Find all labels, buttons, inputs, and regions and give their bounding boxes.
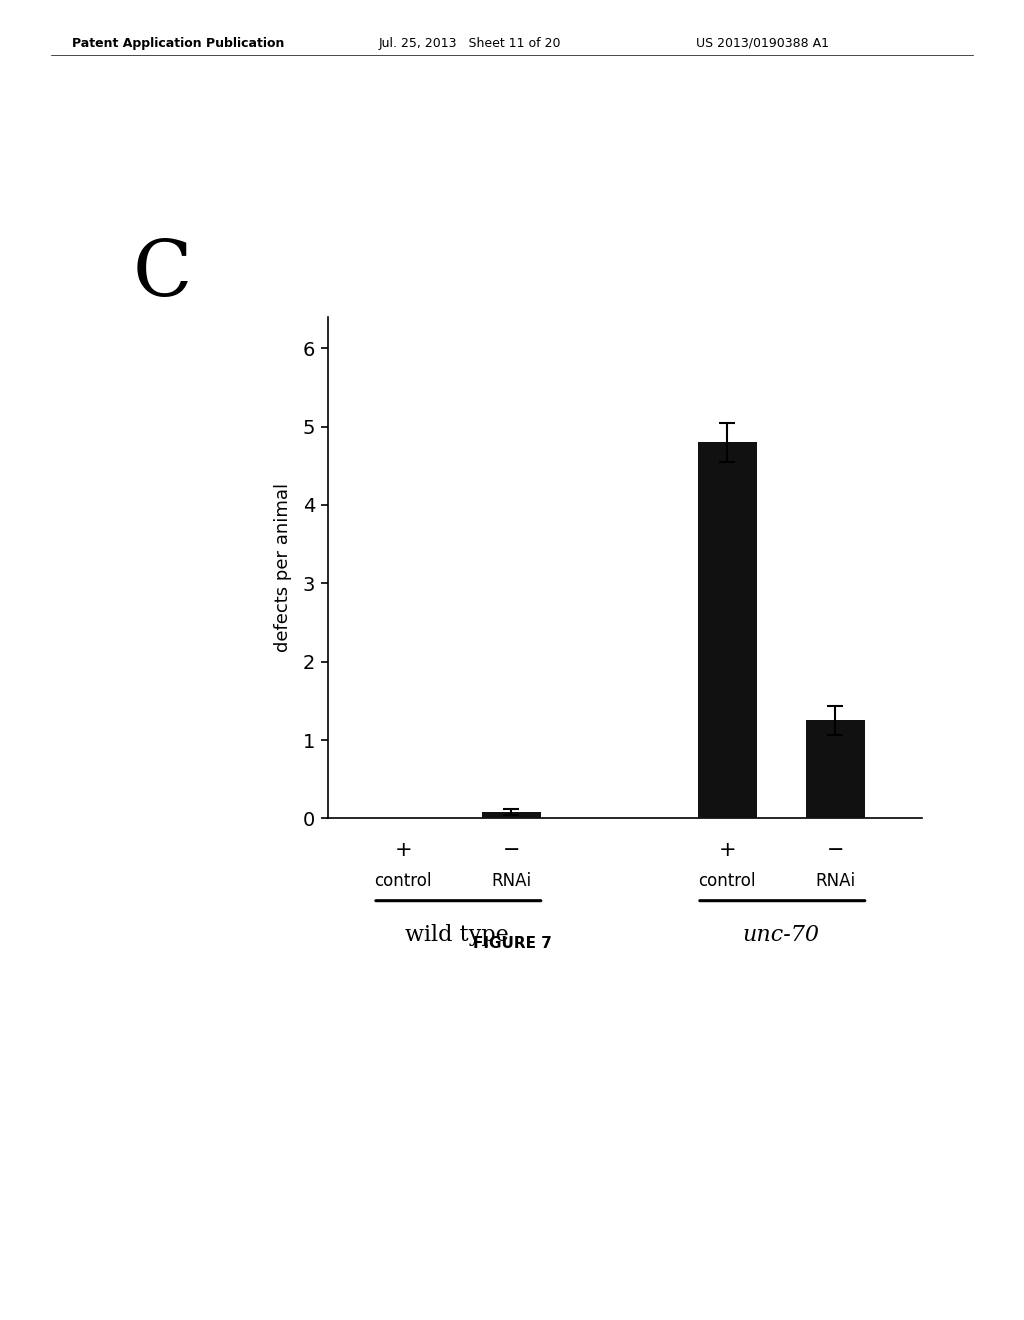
Bar <box>806 721 865 818</box>
Text: RNAi: RNAi <box>492 871 531 890</box>
Bar <box>481 812 541 818</box>
Text: −: − <box>826 841 844 861</box>
Text: control: control <box>375 871 432 890</box>
Text: −: − <box>503 841 520 861</box>
Text: control: control <box>698 871 756 890</box>
Text: US 2013/0190388 A1: US 2013/0190388 A1 <box>696 37 829 50</box>
Text: FIGURE 7: FIGURE 7 <box>472 936 552 952</box>
Bar <box>697 442 757 818</box>
Text: +: + <box>719 841 736 861</box>
Text: RNAi: RNAi <box>815 871 855 890</box>
Text: Patent Application Publication: Patent Application Publication <box>72 37 284 50</box>
Text: +: + <box>394 841 412 861</box>
Text: C: C <box>133 238 193 313</box>
Text: wild type: wild type <box>406 924 509 946</box>
Text: unc-70: unc-70 <box>742 924 820 946</box>
Text: Jul. 25, 2013   Sheet 11 of 20: Jul. 25, 2013 Sheet 11 of 20 <box>379 37 561 50</box>
Y-axis label: defects per animal: defects per animal <box>273 483 292 652</box>
